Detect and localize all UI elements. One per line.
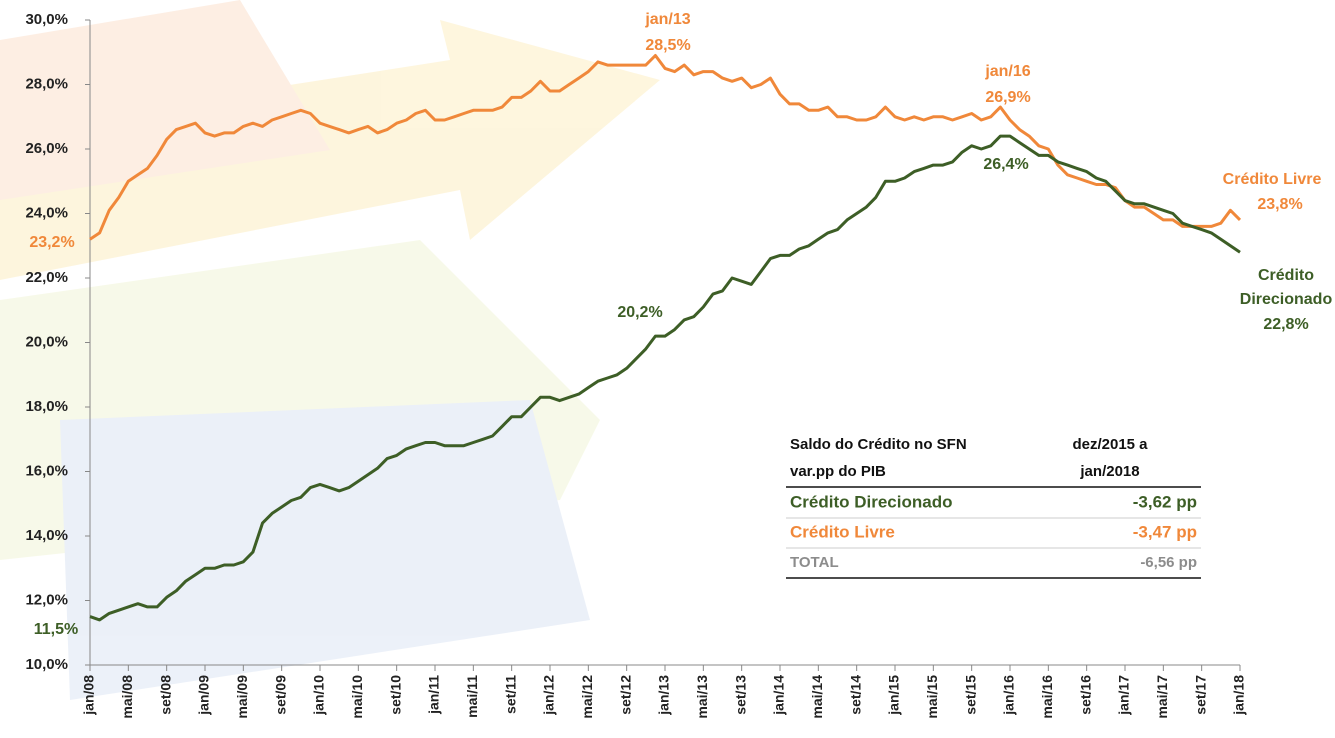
table-header: jan/2018 (1079, 463, 1139, 480)
x-tick-label: jan/17 (1116, 675, 1132, 716)
annotation: 20,2% (617, 304, 662, 321)
x-tick-label: mai/17 (1154, 675, 1170, 719)
x-tick-label: set/14 (847, 675, 863, 715)
y-tick-label: 28,0% (25, 75, 68, 92)
table-header: var.pp do PIB (790, 463, 886, 480)
x-tick-label: jan/15 (886, 675, 902, 716)
y-tick-label: 20,0% (25, 333, 68, 350)
y-tick-label: 16,0% (25, 462, 68, 479)
annotation: 23,8% (1257, 196, 1302, 213)
x-tick-label: jan/08 (81, 675, 97, 716)
table-cell: -3,62 pp (1133, 492, 1197, 511)
y-tick-label: 14,0% (25, 527, 68, 544)
x-tick-label: mai/09 (234, 675, 250, 719)
x-tick-label: jan/09 (196, 675, 212, 716)
x-tick-label: jan/18 (1231, 675, 1247, 716)
table-cell: Crédito Direcionado (790, 492, 952, 511)
x-tick-label: jan/16 (1001, 675, 1017, 716)
annotation: 11,5% (34, 621, 78, 638)
annotation: Crédito (1258, 267, 1314, 284)
x-tick-label: jan/13 (656, 675, 672, 716)
y-tick-label: 26,0% (25, 140, 68, 157)
y-tick-label: 10,0% (25, 656, 68, 673)
x-tick-label: mai/15 (924, 675, 940, 719)
x-tick-label: set/15 (962, 675, 978, 715)
table-header: dez/2015 a (1072, 436, 1148, 453)
x-tick-label: set/10 (387, 675, 403, 715)
x-tick-label: set/11 (502, 675, 518, 714)
x-tick-label: jan/11 (426, 675, 442, 715)
background-arrows (0, 0, 660, 700)
table-cell: -6,56 pp (1140, 554, 1197, 571)
table-cell: TOTAL (790, 554, 839, 571)
x-tick-label: set/17 (1192, 675, 1208, 715)
x-tick-label: mai/08 (119, 675, 135, 719)
annotation: 23,2% (29, 234, 74, 251)
x-tick-label: mai/16 (1039, 675, 1055, 719)
annotation: Crédito Livre (1223, 171, 1322, 188)
x-tick-label: set/09 (272, 675, 288, 715)
y-tick-label: 22,0% (25, 269, 68, 286)
table-header: Saldo do Crédito no SFN (790, 436, 967, 453)
annotation: 26,9% (985, 89, 1030, 106)
annotation: jan/16 (984, 63, 1030, 80)
x-tick-label: jan/14 (771, 675, 787, 716)
y-tick-label: 30,0% (25, 11, 68, 28)
annotation: 28,5% (645, 37, 690, 54)
x-tick-label: mai/10 (349, 675, 365, 719)
annotation: 22,8% (1263, 316, 1308, 333)
y-tick-label: 12,0% (25, 591, 68, 608)
annotation: Direcionado (1240, 291, 1333, 308)
table-cell: Crédito Livre (790, 522, 895, 541)
x-tick-label: mai/12 (579, 675, 595, 719)
table-cell: -3,47 pp (1133, 522, 1197, 541)
annotation: 26,4% (983, 156, 1028, 173)
x-tick-label: jan/12 (541, 675, 557, 716)
series-line (89, 134, 1241, 622)
x-tick-label: mai/14 (809, 675, 825, 719)
y-tick-label: 18,0% (25, 398, 68, 415)
x-tick-label: mai/11 (464, 675, 480, 718)
series-line (89, 54, 1242, 241)
x-tick-label: mai/13 (694, 675, 710, 719)
x-tick-label: jan/10 (311, 675, 327, 716)
x-tick-label: set/12 (617, 675, 633, 715)
y-tick-label: 24,0% (25, 204, 68, 221)
x-tick-label: set/08 (157, 675, 173, 715)
x-tick-label: set/16 (1077, 675, 1093, 715)
x-tick-label: set/13 (732, 675, 748, 715)
annotation: jan/13 (644, 11, 690, 28)
